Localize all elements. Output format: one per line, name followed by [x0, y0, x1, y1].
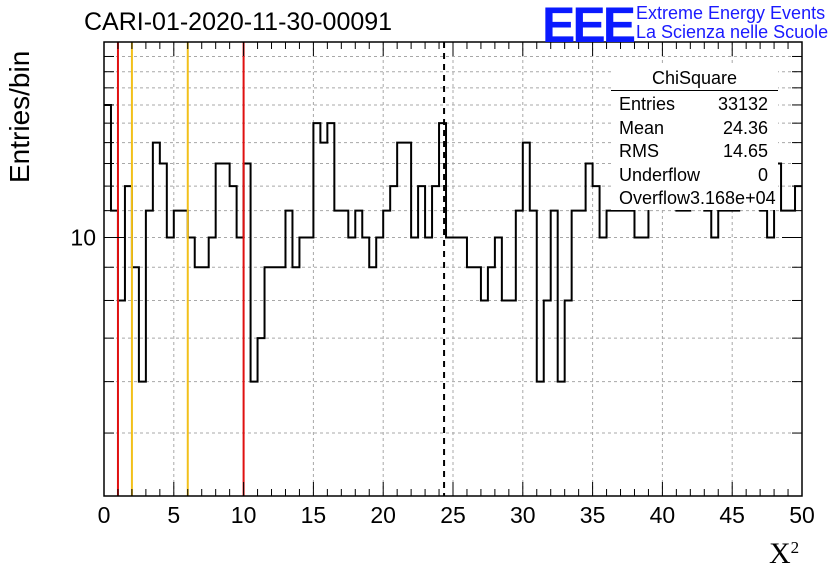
stats-value: 33132 — [717, 94, 768, 115]
stats-row-underflow: Underflow 0 — [611, 164, 778, 187]
x-tick-labels: 0 5 10 15 20 25 30 35 40 45 50 — [98, 502, 815, 528]
stats-title: ChiSquare — [611, 66, 778, 92]
x-tick-label: 15 — [301, 502, 327, 528]
logo-text-line1: Extreme Energy Events — [636, 3, 826, 23]
stats-label: Entries — [619, 94, 676, 115]
stats-value: 14.65 — [722, 141, 768, 162]
stats-value: 0 — [757, 164, 768, 185]
x-tick-label: 10 — [231, 502, 257, 528]
stats-box: ChiSquare Entries 33132 Mean 24.36 RMS 1… — [611, 66, 778, 211]
x-tick-label: 50 — [789, 502, 815, 528]
x-tick-label: 5 — [167, 502, 180, 528]
chart-title: CARI-01-2020-11-30-00091 — [84, 8, 393, 36]
stats-row-rms: RMS 14.65 — [611, 140, 778, 163]
stats-value: 3.168e+04 — [690, 188, 776, 209]
stats-row-overflow: Overflow 3.168e+04 — [611, 187, 778, 210]
x-tick-label: 30 — [510, 502, 536, 528]
x-tick-label: 45 — [719, 502, 745, 528]
stats-label: Mean — [619, 117, 665, 138]
x-tick-label: 20 — [370, 502, 396, 528]
eee-logo-mark: EEE — [542, 0, 636, 53]
plot-frame — [103, 41, 803, 497]
x-tick-label: 35 — [580, 502, 606, 528]
logo-text-line2: La Scienza nelle Scuole — [636, 22, 829, 42]
stats-row-mean: Mean 24.36 — [611, 117, 778, 140]
stats-row-entries: Entries 33132 — [611, 93, 778, 116]
y-axis-label: Entries/bin — [4, 50, 35, 183]
y-tick-labels: 10 — [70, 225, 96, 251]
stats-label: Underflow — [619, 164, 701, 185]
x-tick-label: 0 — [98, 502, 111, 528]
x-axis-label: X2 — [769, 537, 800, 570]
x-tick-label: 25 — [440, 502, 466, 528]
reference-lines — [116, 42, 446, 496]
stats-value: 24.36 — [722, 117, 768, 138]
stats-label: RMS — [619, 141, 659, 162]
x-tick-label: 40 — [650, 502, 676, 528]
stats-label: Overflow — [619, 188, 691, 209]
y-tick-label: 10 — [70, 225, 96, 251]
